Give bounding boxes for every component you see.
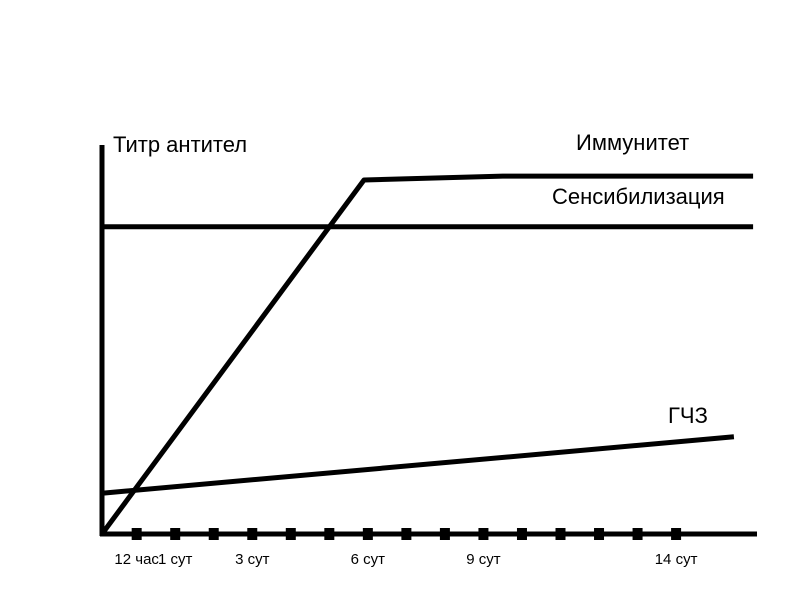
x-tick-mark	[555, 528, 566, 540]
y-axis-title: Титр антител	[113, 132, 247, 157]
x-tick-mark	[516, 528, 527, 540]
series-label-gchz: ГЧЗ	[668, 403, 708, 428]
x-tick-label: 12 час	[114, 551, 159, 568]
series-label-immunity: Иммунитет	[576, 130, 689, 155]
x-tick-mark	[632, 528, 643, 540]
x-tick-mark	[131, 528, 142, 540]
x-tick-label: 6 сут	[351, 551, 386, 568]
x-tick-mark	[594, 528, 605, 540]
x-tick-mark	[671, 528, 682, 540]
x-tick-label: 14 сут	[655, 551, 698, 568]
series-line-gchz	[101, 434, 735, 496]
x-tick-mark	[439, 528, 450, 540]
x-tick-mark	[324, 528, 335, 540]
x-tick-mark	[401, 528, 412, 540]
series-label-sensitization: Сенсибилизация	[552, 184, 725, 209]
x-tick-label: 9 сут	[466, 551, 501, 568]
x-tick-mark	[208, 528, 219, 540]
x-tick-mark	[247, 528, 258, 540]
x-tick-mark	[362, 528, 373, 540]
series-line-immunity	[99, 173, 754, 536]
x-tick-label: 1 сут	[158, 551, 193, 568]
x-tick-label: 3 сут	[235, 551, 270, 568]
x-tick-mark	[285, 528, 296, 540]
x-tick-mark	[478, 528, 489, 540]
x-tick-mark	[170, 528, 181, 540]
